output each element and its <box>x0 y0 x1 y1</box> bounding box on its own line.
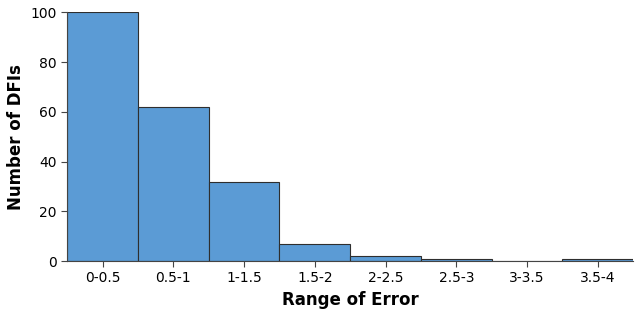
Bar <box>350 256 421 261</box>
Bar <box>421 258 492 261</box>
Bar <box>563 258 633 261</box>
Bar <box>138 107 209 261</box>
Bar <box>67 12 138 261</box>
X-axis label: Range of Error: Range of Error <box>282 291 419 309</box>
Y-axis label: Number of DFIs: Number of DFIs <box>7 64 25 210</box>
Bar <box>280 244 350 261</box>
Bar <box>209 181 280 261</box>
